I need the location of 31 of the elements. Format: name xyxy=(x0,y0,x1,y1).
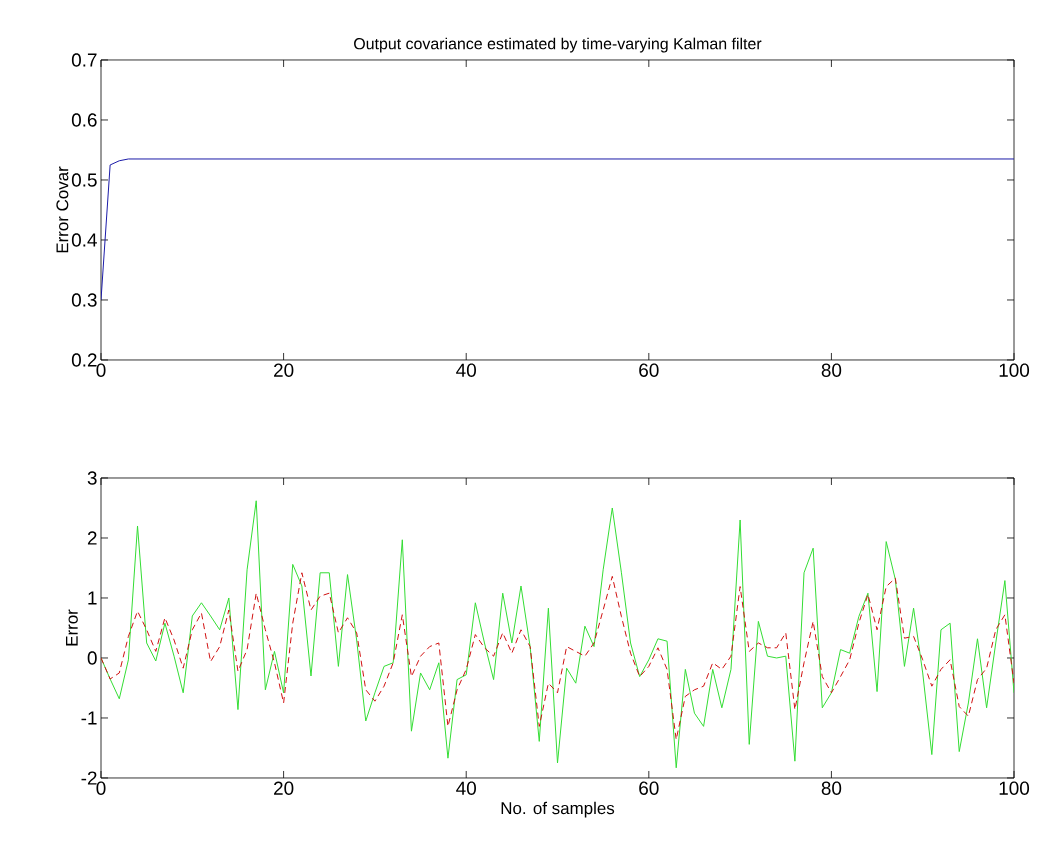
chart-title: Output covariance estimated by time-varying Kalman filter xyxy=(354,37,762,53)
y-tick-label: 0.2 xyxy=(71,353,97,367)
line-series xyxy=(101,572,1015,741)
y-tick-label: 0.5 xyxy=(71,173,97,187)
x-tick-label: 80 xyxy=(821,781,842,795)
y-axis-title: Error xyxy=(66,609,78,646)
x-tick-label: 20 xyxy=(274,363,294,377)
y-tick-label: 1 xyxy=(88,591,97,605)
x-tick-label: 60 xyxy=(639,363,659,377)
line-series xyxy=(101,158,1015,301)
x-tick-label: 100 xyxy=(999,781,1030,795)
y-tick-label: 0.6 xyxy=(71,113,97,127)
y-tick-label: 0.7 xyxy=(71,53,97,67)
y-axis-title: Error Covar xyxy=(56,166,69,253)
x-tick-label: 0 xyxy=(96,363,106,377)
x-tick-label: 40 xyxy=(456,781,476,795)
y-tick-label: 3 xyxy=(87,471,97,485)
y-tick-label: -1 xyxy=(81,711,97,725)
y-tick-label: 0 xyxy=(87,651,97,665)
line-series xyxy=(101,500,1015,769)
y-tick-label: 0.3 xyxy=(71,293,97,307)
x-tick-label: 100 xyxy=(999,363,1030,377)
x-axis-title: No. of samples xyxy=(501,801,615,818)
x-tick-label: 20 xyxy=(274,781,294,795)
y-tick-label: 2 xyxy=(87,531,97,545)
x-tick-label: 60 xyxy=(639,781,659,795)
y-tick-label: -2 xyxy=(81,771,97,785)
x-tick-label: 40 xyxy=(456,363,476,377)
y-tick-label: 0.4 xyxy=(71,233,97,247)
x-tick-label: 0 xyxy=(96,781,106,795)
x-tick-label: 80 xyxy=(821,363,842,377)
